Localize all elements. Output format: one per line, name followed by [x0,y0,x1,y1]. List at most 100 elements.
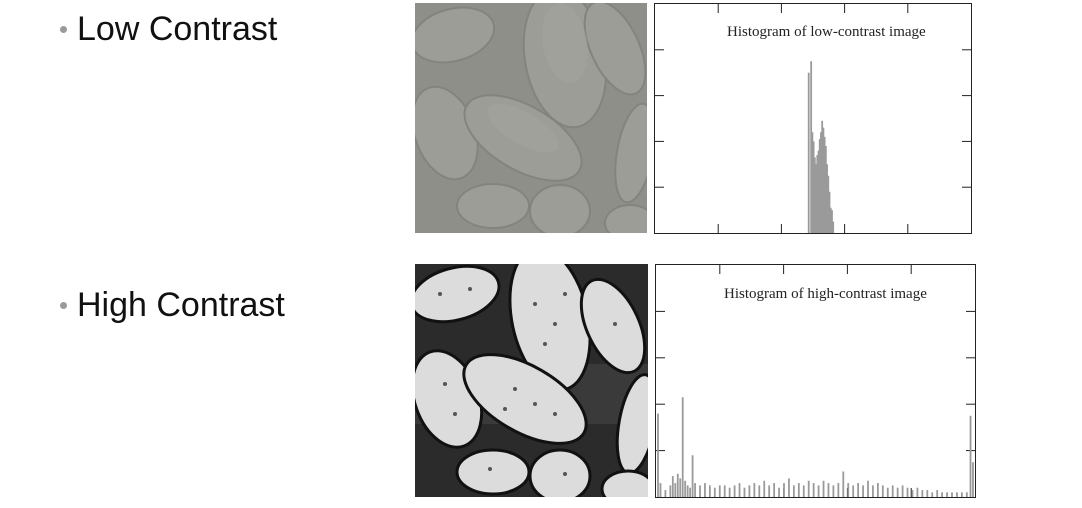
high-histogram-bar [832,485,835,497]
low-contrast-histogram-plot [655,4,971,233]
high-histogram-bar [679,478,682,497]
high-histogram-bar [708,485,711,497]
high-histogram-bar [901,485,904,497]
high-histogram-bar [733,485,736,497]
high-histogram-bar [881,485,884,497]
low-contrast-image [415,3,647,233]
high-histogram-bar [753,483,756,497]
high-histogram-bar [713,487,716,497]
high-histogram-bar [911,490,914,497]
bullet-label: High Contrast [77,286,285,324]
low-histogram-bar [822,127,825,233]
high-histogram-bar [792,485,795,497]
high-histogram-bar [797,483,800,497]
high-histogram-bar [862,485,864,497]
high-histogram-bar [906,487,909,497]
high-histogram-bar [822,480,825,497]
high-histogram-bar [686,485,689,497]
high-histogram-bar [807,480,810,497]
high-histogram-bar [671,476,674,497]
high-histogram-bar [969,415,972,497]
low-histogram-bar [827,175,830,233]
high-histogram-bar [758,485,761,497]
high-histogram-bar [936,490,939,497]
low-histogram-bar [817,150,820,233]
high-histogram-bar [817,485,820,497]
high-histogram-bar [852,485,855,497]
high-histogram-bar [921,490,924,497]
high-histogram-bar [842,471,845,497]
high-histogram-bar [837,483,840,497]
high-histogram-bar [872,485,874,497]
high-histogram-bar [867,480,869,497]
high-histogram-bar [802,485,805,497]
high-histogram-bar [972,462,974,497]
low-histogram-bar [829,207,832,233]
low-histogram-bar [818,139,821,233]
high-histogram-bar [956,492,958,497]
high-histogram-bar [704,483,706,497]
low-histogram-bar [812,141,815,233]
bullet-label: Low Contrast [77,10,278,48]
low-histogram-bar [807,72,810,233]
low-histogram-bar [832,221,835,233]
histogram-title: Histogram of high-contrast image [724,286,927,302]
bullet-high-contrast: High Contrast [60,286,285,325]
low-histogram-bar [816,155,819,233]
high-histogram-bar [827,483,830,497]
high-histogram-bar [847,483,850,497]
high-histogram-bar [723,485,726,497]
high-contrast-image [415,264,648,497]
high-histogram-bar [674,483,677,497]
low-histogram-bar [824,145,827,233]
high-histogram-bar [681,397,684,497]
low-contrast-histogram: Histogram of low-contrast image [654,3,972,234]
high-histogram-bar [857,483,860,497]
high-histogram-bar [664,490,667,497]
high-histogram-bar [960,492,963,497]
high-histogram-bar [694,483,696,497]
low-histogram-bar [820,132,822,233]
low-histogram-bar [815,164,817,233]
high-histogram-bar [743,487,746,497]
high-histogram-bar [748,485,751,497]
high-histogram-bar [896,487,899,497]
high-histogram-bar [941,492,944,497]
high-histogram-bar [773,483,776,497]
high-histogram-bar [778,487,780,497]
high-histogram-bar [788,478,790,497]
low-histogram-bar [831,210,833,233]
high-histogram-bar [738,483,741,497]
high-histogram-bar [718,485,721,497]
high-contrast-histogram-plot [656,265,975,497]
high-histogram-bar [951,492,953,497]
low-histogram-bar [823,136,826,233]
high-contrast-histogram: Histogram of high-contrast image [655,264,976,498]
high-histogram-bar [876,483,879,497]
low-histogram-bar [826,164,828,233]
high-histogram-bar [946,492,948,497]
high-histogram-bar [783,483,785,497]
high-histogram-bar [669,485,672,497]
high-histogram-bar [699,485,701,497]
bullet-dot-icon [60,26,67,33]
high-histogram-bar [763,480,766,497]
high-histogram-bar [965,492,968,497]
high-histogram-bar [684,480,687,497]
high-histogram-bar [691,455,694,497]
high-histogram-bar [931,492,934,497]
high-histogram-bar [657,413,659,497]
low-histogram-bar [821,120,824,233]
low-histogram-bar [810,61,813,233]
high-histogram-bar [676,473,679,497]
high-histogram-bar [916,487,919,497]
low-histogram-bar [811,132,814,233]
high-histogram-bar [926,490,929,497]
high-histogram-bar [886,487,889,497]
high-histogram-bar [689,487,692,497]
high-histogram-bar [812,483,815,497]
high-histogram-bar [768,485,771,497]
bullet-low-contrast: Low Contrast [60,10,277,49]
high-histogram-bar [891,485,894,497]
histogram-title: Histogram of low-contrast image [727,24,926,40]
